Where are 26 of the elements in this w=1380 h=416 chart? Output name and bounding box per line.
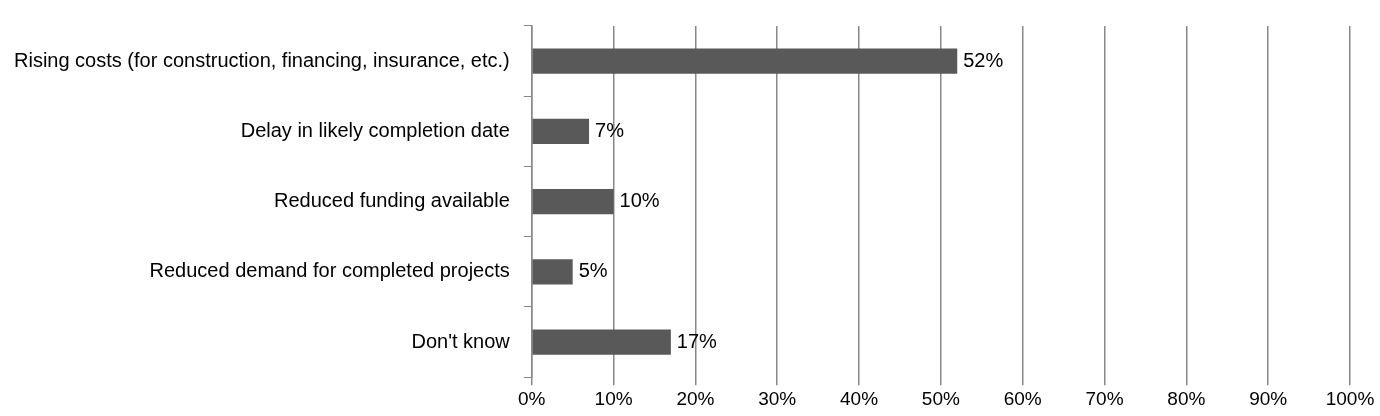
x-tick-label: 80% [1167,387,1206,409]
data-label: 17% [676,329,718,352]
data-label: 10% [619,189,660,212]
bar [532,118,590,144]
x-tick-label: 0% [518,387,546,409]
x-tick-label: 90% [1249,387,1288,409]
bar [532,329,671,355]
x-tick-label: 30% [758,387,797,409]
bar [532,48,958,74]
bar [532,259,573,285]
y-tick-label: Reduced funding available [274,189,510,212]
x-tick-label: 60% [1003,387,1042,409]
data-label: 52% [963,48,1004,71]
x-tick-label: 70% [1085,387,1124,409]
y-tick-label: Reduced demand for completed projects [149,259,510,282]
y-tick-label: Rising costs (for construction, financing, insurance, etc.) [13,48,510,71]
x-tick-label: 20% [676,387,715,409]
data-label: 5% [578,259,608,282]
bar [532,188,614,215]
x-tick-label: 100% [1325,387,1375,409]
data-label: 7% [595,118,625,141]
y-tick-label: Delay in likely completion date [240,118,510,141]
y-tick-label: Don't know [411,329,511,352]
x-tick-label: 50% [921,387,960,409]
x-tick-label: 10% [594,387,633,409]
x-tick-label: 40% [840,387,879,409]
